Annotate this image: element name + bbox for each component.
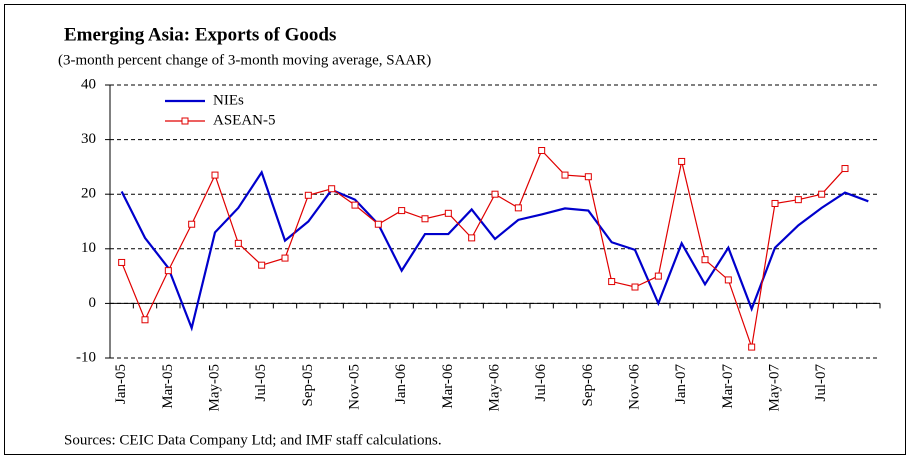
point-marker — [398, 207, 406, 215]
chart-subtitle: (3-month percent change of 3-month movin… — [58, 52, 431, 68]
point-marker — [748, 343, 756, 351]
y-tick-label: 10 — [81, 240, 96, 256]
y-tick-label: 0 — [89, 295, 97, 311]
point-marker — [304, 191, 312, 199]
chart-border — [4, 4, 906, 455]
point-marker — [538, 147, 546, 155]
point-marker — [211, 171, 219, 179]
point-marker — [794, 196, 802, 204]
x-tick-label: Jul-07 — [813, 364, 829, 402]
point-marker — [631, 283, 639, 291]
x-tick-label: Sep-05 — [300, 364, 316, 407]
point-marker — [281, 254, 289, 262]
x-tick-label: Jul-05 — [253, 364, 269, 402]
point-marker — [444, 209, 452, 217]
point-marker — [258, 261, 266, 269]
series-line — [120, 169, 869, 332]
legend-label: ASEAN-5 — [213, 112, 276, 128]
x-tick-label: Nov-06 — [626, 364, 642, 410]
legend-marker — [181, 117, 189, 125]
point-marker — [701, 256, 709, 264]
x-tick-label: Jan-06 — [393, 364, 409, 404]
point-marker — [841, 165, 849, 173]
point-marker — [141, 316, 149, 324]
point-marker — [491, 190, 499, 198]
point-marker — [561, 171, 569, 179]
point-marker — [514, 204, 522, 212]
x-tick-label: Jul-06 — [533, 364, 549, 402]
y-tick-label: 20 — [81, 186, 96, 202]
point-marker — [374, 220, 382, 228]
x-tick-label: Mar-05 — [160, 364, 176, 409]
x-tick-label: Nov-05 — [346, 364, 362, 410]
x-tick-label: May-07 — [766, 364, 782, 412]
chart-title: Emerging Asia: Exports of Goods — [64, 24, 336, 45]
point-marker — [164, 267, 172, 275]
point-marker — [818, 190, 826, 198]
point-marker — [584, 173, 592, 181]
source-note: Sources: CEIC Data Company Ltd; and IMF … — [64, 432, 442, 448]
point-marker — [771, 199, 779, 207]
point-marker — [351, 201, 359, 209]
point-marker — [234, 239, 242, 247]
x-tick-label: Jan-07 — [673, 364, 689, 404]
point-marker — [118, 258, 126, 266]
point-marker — [608, 278, 616, 286]
point-marker — [328, 185, 336, 193]
y-tick-label: 40 — [81, 76, 96, 92]
x-tick-label: May-05 — [206, 364, 222, 412]
series-line — [121, 149, 846, 348]
y-tick-label: 30 — [81, 131, 96, 147]
x-tick-label: Sep-06 — [580, 364, 596, 407]
point-marker — [421, 215, 429, 223]
x-tick-label: Mar-07 — [720, 364, 736, 409]
legend-label: NIEs — [213, 92, 244, 108]
point-marker — [468, 234, 476, 242]
point-marker — [724, 276, 732, 284]
x-tick-label: Jan-05 — [113, 364, 129, 404]
x-tick-label: May-06 — [486, 364, 502, 412]
point-marker — [678, 157, 686, 165]
x-tick-label: Mar-06 — [440, 364, 456, 409]
y-tick-label: -10 — [76, 349, 96, 365]
point-marker — [654, 272, 662, 280]
point-marker — [188, 220, 196, 228]
